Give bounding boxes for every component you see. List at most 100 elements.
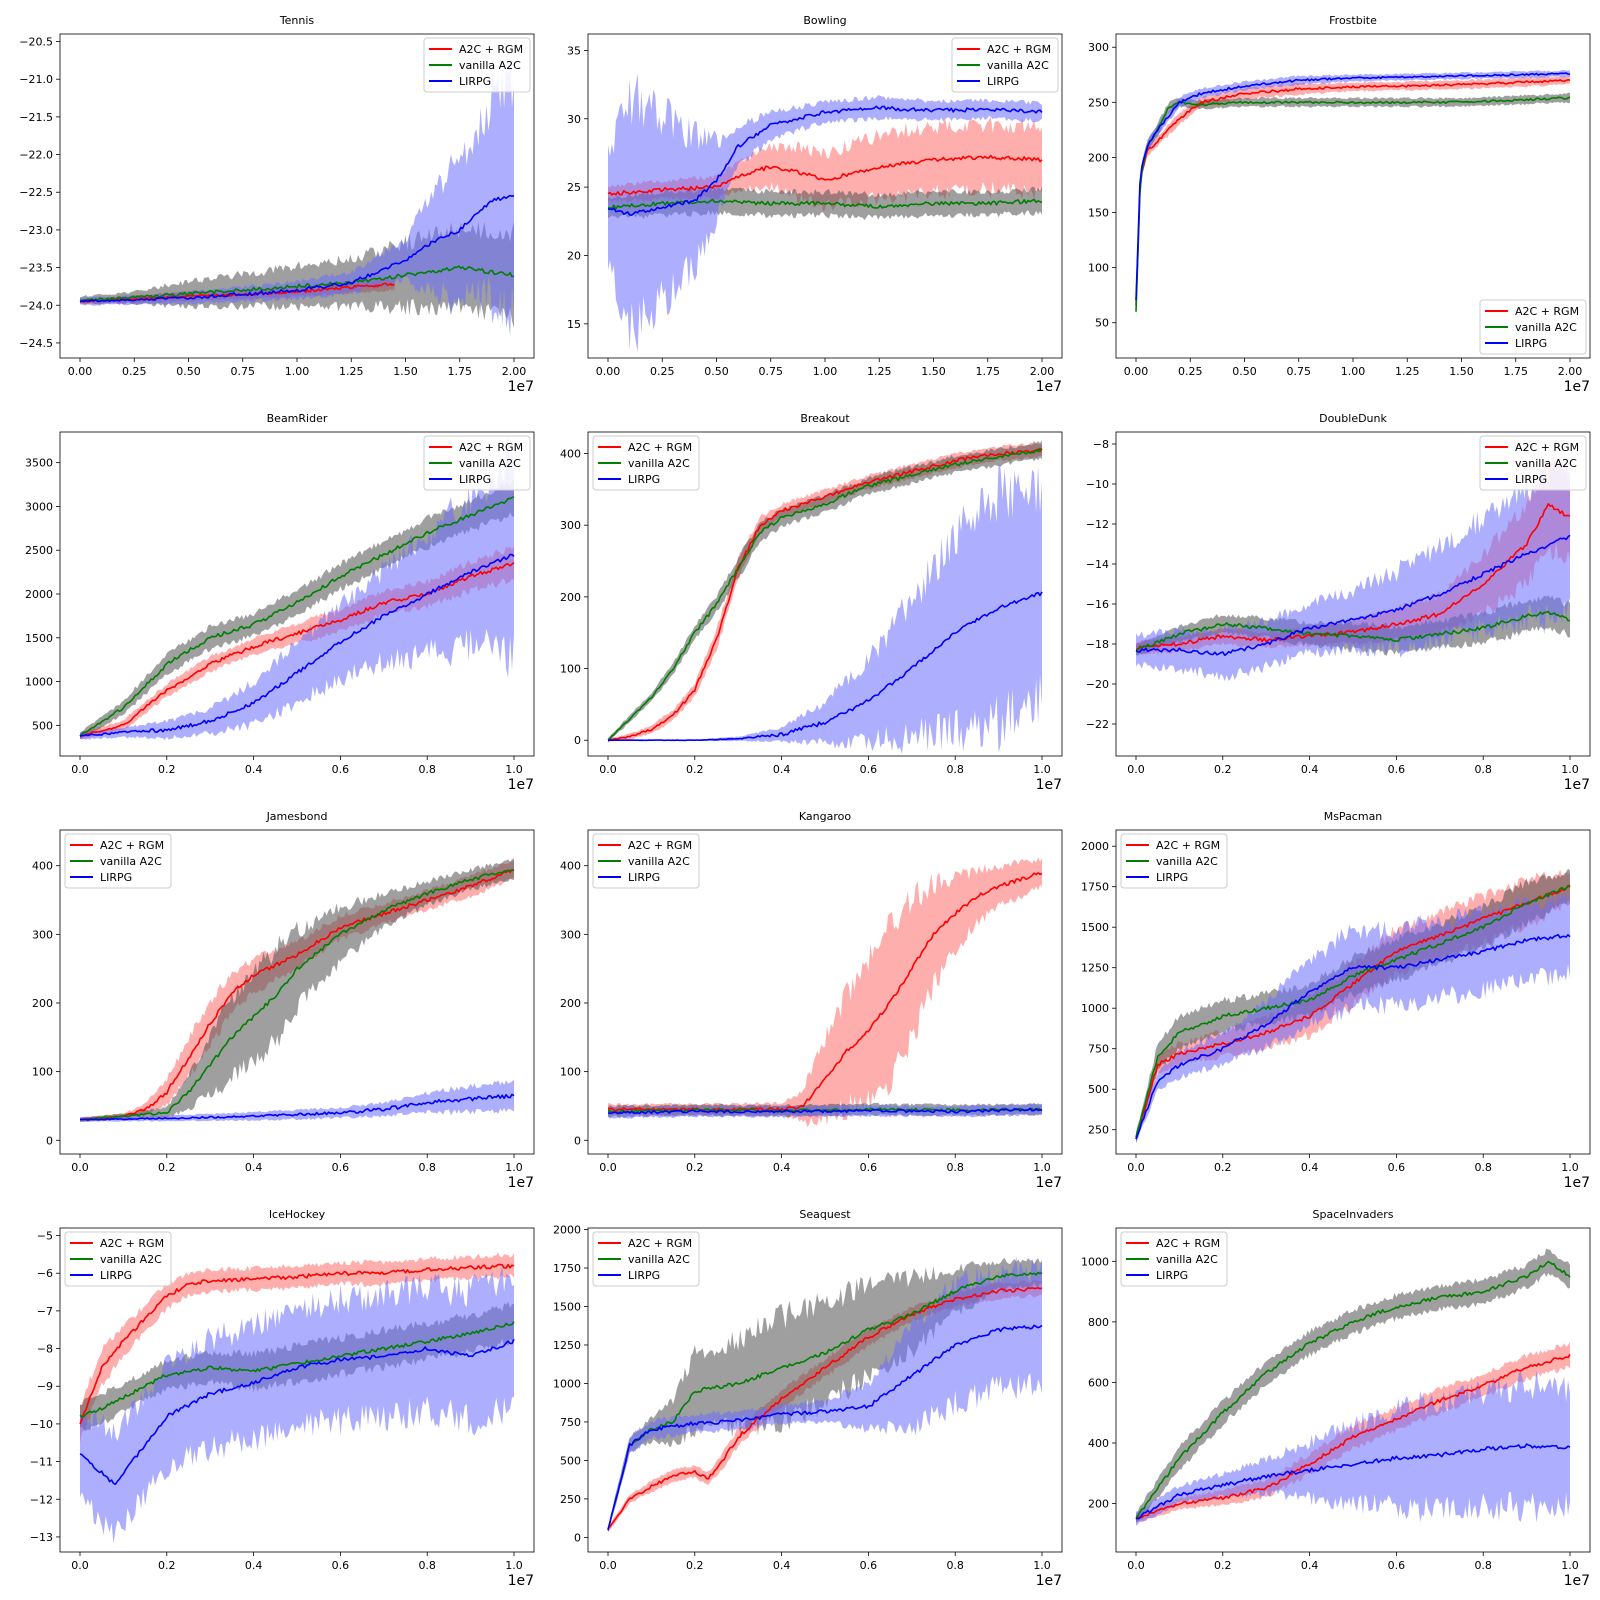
legend-label-vanilla-a2c: vanilla A2C (987, 59, 1049, 72)
series-line-lirpg (79, 1338, 515, 1485)
y-tick-label: −10 (30, 1418, 53, 1431)
x-tick-label: 1.25 (867, 365, 892, 378)
x-tick-label: 0.00 (1124, 365, 1149, 378)
x-tick-label: 0.2 (158, 1161, 176, 1174)
chart-title: SpaceInvaders (1313, 1208, 1394, 1221)
y-tick-label: 800 (1088, 1316, 1109, 1329)
y-tick-label: −23.5 (19, 262, 53, 275)
y-tick-label: 0 (574, 1531, 581, 1544)
chart-title: Breakout (800, 412, 850, 425)
y-tick-label: 200 (560, 997, 581, 1010)
legend-label-vanilla-a2c: vanilla A2C (459, 59, 521, 72)
plot-area (607, 440, 1043, 754)
band-lirpg (80, 436, 514, 741)
plot-area (1135, 1248, 1571, 1526)
legend-box (592, 1231, 700, 1287)
x-tick-label: 2.00 (1558, 365, 1583, 378)
legend-box (592, 833, 700, 889)
y-tick-label: −13 (30, 1531, 53, 1544)
y-tick-label: −21.0 (19, 73, 53, 86)
series-line-lirpg (608, 591, 1043, 742)
x-tick-label: 2.00 (1030, 365, 1055, 378)
x-tick-label: 1.0 (1561, 1161, 1579, 1174)
legend-box (592, 435, 700, 491)
x-tick-label: 1.0 (1561, 763, 1579, 776)
series-line-lirpg (79, 553, 515, 738)
band-lirpg (80, 1264, 514, 1544)
y-tick-label: 300 (560, 519, 581, 532)
y-tick-label: −20 (1086, 678, 1109, 691)
y-tick-label: 100 (32, 1066, 53, 1079)
y-tick-label: 400 (1088, 1437, 1109, 1450)
series-line-lirpg (1135, 933, 1571, 1140)
band-lirpg (80, 57, 514, 337)
y-tick-label: 30 (567, 113, 581, 126)
band-lirpg (80, 1079, 514, 1122)
series-line-vanilla-a2c (1135, 610, 1571, 651)
y-tick-label: 750 (560, 1416, 581, 1429)
legend-box (423, 37, 531, 93)
series-line-a2c-rgm (607, 154, 1043, 196)
chart-title: Bowling (803, 14, 846, 27)
y-tick-label: −14 (1086, 558, 1109, 571)
x-tick-label: 0.2 (686, 763, 704, 776)
y-tick-label: 1750 (1081, 881, 1109, 894)
y-tick-label: 300 (1088, 41, 1109, 54)
x-tick-label: 0.2 (686, 1161, 704, 1174)
x-tick-label: 0.6 (332, 1161, 350, 1174)
chart-title: Frostbite (1329, 14, 1377, 27)
legend: A2C + RGM vanilla A2C LIRPG (592, 1231, 700, 1287)
y-tick-label: 20 (567, 249, 581, 262)
x-tick-label: 1.00 (285, 365, 310, 378)
legend-label-a2c-rgm: A2C + RGM (459, 441, 523, 454)
x-tick-label: 1.25 (339, 365, 364, 378)
y-tick-label: 0 (574, 1134, 581, 1147)
series-line-lirpg (79, 194, 515, 303)
y-tick-label: 250 (560, 1493, 581, 1506)
x-tick-label: 0.8 (1474, 1559, 1492, 1572)
x-multiplier: 1e7 (1036, 777, 1062, 793)
legend-label-vanilla-a2c: vanilla A2C (1515, 321, 1577, 334)
y-tick-label: −8 (37, 1343, 53, 1356)
chart-title: Tennis (279, 14, 315, 27)
legend-label-vanilla-a2c: vanilla A2C (1515, 457, 1577, 470)
x-tick-label: 1.75 (448, 365, 473, 378)
y-tick-label: −7 (37, 1305, 53, 1318)
band-lirpg (608, 1256, 1042, 1533)
x-tick-label: 1.0 (505, 763, 523, 776)
x-tick-label: 0.6 (860, 1559, 878, 1572)
y-tick-label: 400 (560, 860, 581, 873)
x-tick-label: 0.75 (1287, 365, 1312, 378)
band-a2c-rgm (80, 1252, 514, 1444)
legend-label-a2c-rgm: A2C + RGM (1156, 1237, 1220, 1250)
y-tick-label: 3000 (25, 500, 53, 513)
axes-frame (587, 431, 1063, 757)
x-tick-label: 1.0 (505, 1161, 523, 1174)
band-a2c-rgm (80, 861, 514, 1122)
chart-title: Jamesbond (266, 810, 328, 823)
x-tick-label: 0.2 (158, 763, 176, 776)
y-tick-label: −20.5 (19, 36, 53, 49)
y-tick-label: −11 (30, 1456, 53, 1469)
y-tick-label: −9 (37, 1380, 53, 1393)
band-vanilla-a2c (608, 440, 1042, 743)
series-line-a2c-rgm (607, 448, 1043, 741)
series-line-lirpg (607, 1107, 1043, 1115)
x-tick-label: 0.4 (245, 1161, 263, 1174)
legend-label-a2c-rgm: A2C + RGM (628, 1237, 692, 1250)
legend-box (951, 37, 1059, 93)
legend-label-a2c-rgm: A2C + RGM (1515, 441, 1579, 454)
legend-label-vanilla-a2c: vanilla A2C (100, 1253, 162, 1266)
legend-label-vanilla-a2c: vanilla A2C (628, 457, 690, 470)
legend-label-lirpg: LIRPG (1156, 1269, 1188, 1282)
y-tick-label: 600 (1088, 1376, 1109, 1389)
x-tick-label: 0.2 (686, 1559, 704, 1572)
x-tick-label: 0.4 (1301, 1161, 1319, 1174)
y-tick-label: −12 (1086, 518, 1109, 531)
